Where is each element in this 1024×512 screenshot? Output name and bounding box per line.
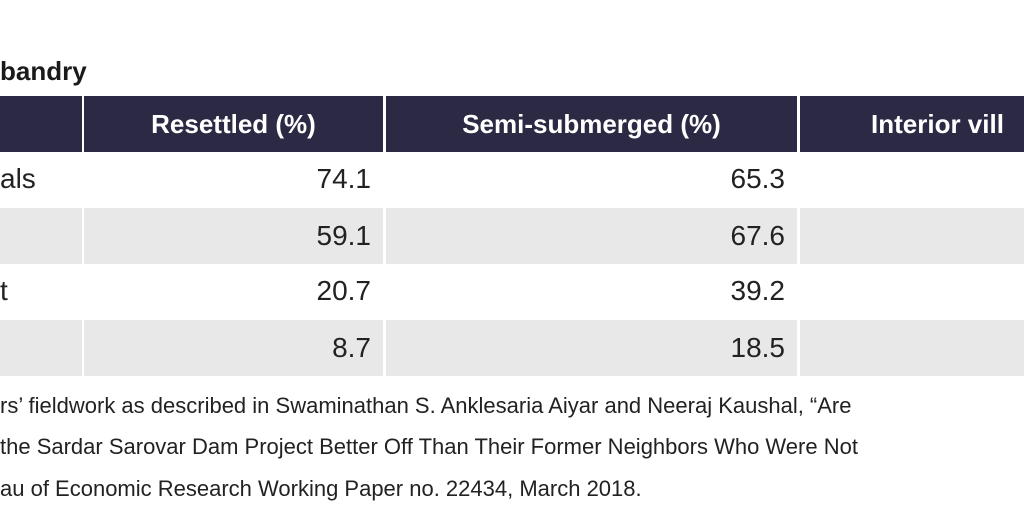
table-title: bandry [0,56,87,86]
cell-value: 74.1 [316,163,372,194]
cell-value: 65.3 [730,163,786,194]
header-cell: Resettled (%) [84,96,383,152]
cell-empty [800,320,1024,376]
header-cell: Semi-submerged (%) [386,96,797,152]
cell-empty [800,264,1024,318]
cell-value: 18.5 [386,320,797,376]
source-line: rs’ fieldwork as described in Swaminatha… [0,393,852,418]
source-line: the Sardar Sarovar Dam Project Better Of… [0,434,858,459]
cell-value: 39.2 [730,275,786,306]
header-cell: Interior vill [800,96,1024,152]
row-label: als [0,163,36,194]
row-label [0,208,82,264]
header-cell [0,96,82,152]
cell-value: 8.7 [84,320,383,376]
cell-empty [800,152,1024,206]
row-label [0,320,82,376]
cell-value: 20.7 [316,275,372,306]
source-line: au of Economic Research Working Paper no… [0,476,642,501]
cell-value: 67.6 [386,208,797,264]
row-label: t [0,275,8,306]
cell-empty [800,208,1024,264]
cell-value: 59.1 [84,208,383,264]
